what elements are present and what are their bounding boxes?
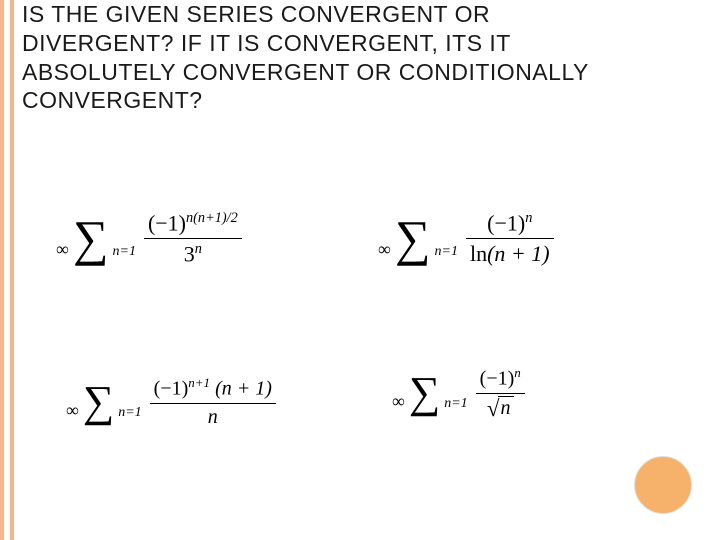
sqrt-arg: n <box>498 396 514 420</box>
sigma-block: ∞ ∑ n=1 <box>66 383 142 421</box>
sigma-symbol: ∑ <box>409 368 440 417</box>
formula-3: ∞ ∑ n=1 (−1)n+1 (n + 1) n <box>66 375 276 429</box>
heading-line-4: CONVERGENT? <box>22 87 203 113</box>
numerator: (−1)n <box>476 365 525 393</box>
denominator: √n <box>476 393 525 422</box>
numerator: (−1)n(n+1)/2 <box>144 210 242 238</box>
slide-left-border-gap <box>4 0 10 540</box>
sigma-lower: n=1 <box>444 396 467 411</box>
fraction: (−1)n+1 (n + 1) n <box>150 375 276 429</box>
sigma-upper: ∞ <box>378 239 391 259</box>
formula-1: ∞ ∑ n=1 (−1)n(n+1)/2 3n <box>56 210 242 268</box>
accent-circle-icon <box>634 456 692 514</box>
formula-4: ∞ ∑ n=1 (−1)n √n <box>392 365 525 422</box>
sigma-block: ∞ ∑ n=1 <box>56 217 136 260</box>
sigma-upper: ∞ <box>56 239 69 259</box>
denominator: ln(n + 1) <box>466 238 554 267</box>
heading-line-3: ABSOLUTELY CONVERGENT OR CONDITIONALLY <box>22 59 589 85</box>
sigma-lower: n=1 <box>113 244 136 259</box>
fraction: (−1)n(n+1)/2 3n <box>144 210 242 268</box>
sigma-block: ∞ ∑ n=1 <box>392 374 468 412</box>
sigma-lower: n=1 <box>118 405 141 420</box>
sigma-block: ∞ ∑ n=1 <box>378 217 458 260</box>
fraction: (−1)n √n <box>476 365 525 422</box>
sigma-upper: ∞ <box>392 391 405 411</box>
numerator: (−1)n+1 (n + 1) <box>150 375 276 403</box>
sigma-lower: n=1 <box>435 244 458 259</box>
question-heading: IS THE GIVEN SERIES CONVERGENT OR DIVERG… <box>22 0 702 115</box>
denominator: 3n <box>144 238 242 267</box>
denominator: n <box>150 403 276 429</box>
numerator: (−1)n <box>466 210 554 238</box>
formula-2: ∞ ∑ n=1 (−1)n ln(n + 1) <box>378 210 554 267</box>
heading-line-1: IS THE GIVEN SERIES CONVERGENT OR <box>22 1 490 27</box>
sigma-symbol: ∑ <box>83 377 114 426</box>
fraction: (−1)n ln(n + 1) <box>466 210 554 267</box>
heading-line-2: DIVERGENT? IF IT IS CONVERGENT, ITS IT <box>22 30 511 56</box>
sigma-symbol: ∑ <box>395 210 431 266</box>
sigma-symbol: ∑ <box>73 210 109 266</box>
sigma-upper: ∞ <box>66 400 79 420</box>
